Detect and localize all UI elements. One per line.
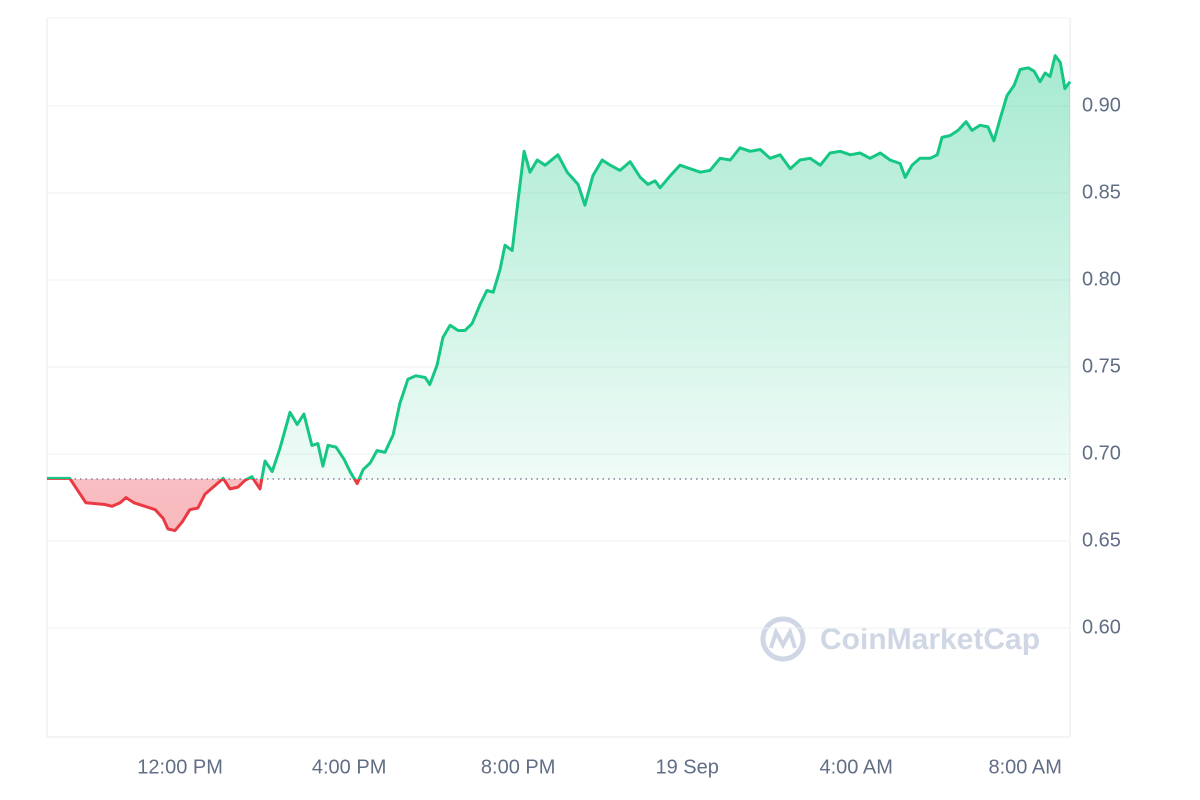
y-tick-label: 0.90 — [1082, 94, 1121, 116]
price-line-below — [47, 478, 361, 533]
price-line — [47, 54, 1072, 479]
watermark: CoinMarketCap — [760, 616, 1040, 662]
y-tick-label: 0.80 — [1082, 268, 1121, 290]
area-fill-up — [47, 55, 1070, 479]
y-tick-label: 0.85 — [1082, 181, 1121, 203]
y-tick-label: 0.70 — [1082, 442, 1121, 464]
x-tick-label: 4:00 AM — [819, 756, 892, 778]
y-tick-label: 0.75 — [1082, 355, 1121, 377]
x-tick-label: 8:00 PM — [481, 756, 555, 778]
area-fill-down — [47, 478, 1070, 531]
y-tick-label: 0.60 — [1082, 616, 1121, 638]
x-tick-label: 19 Sep — [655, 756, 718, 778]
x-tick-label: 8:00 AM — [989, 756, 1062, 778]
y-tick-label: 0.65 — [1082, 529, 1121, 551]
x-tick-label: 12:00 PM — [137, 756, 223, 778]
x-tick-label: 4:00 PM — [312, 756, 386, 778]
